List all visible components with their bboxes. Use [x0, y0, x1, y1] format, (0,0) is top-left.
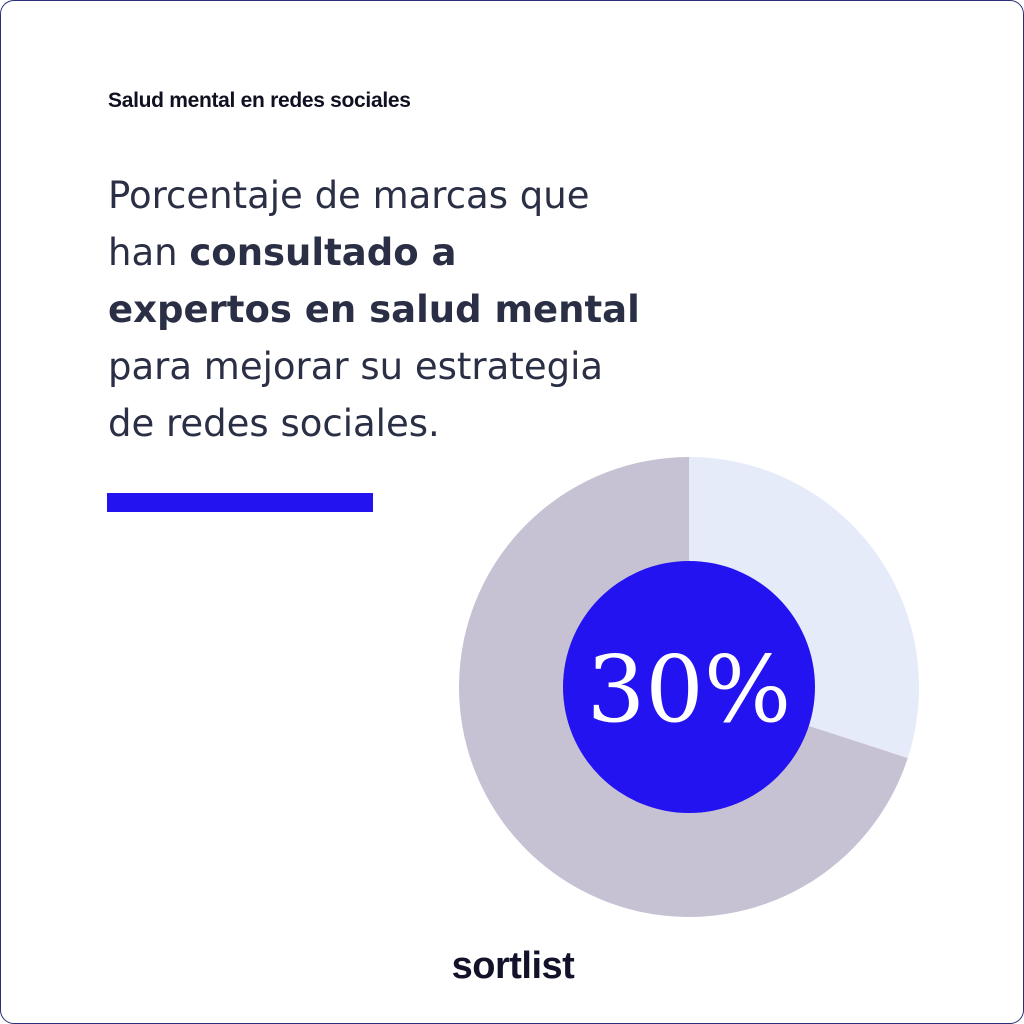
center-value-label: 30% [587, 636, 791, 743]
sortlist-logo: sortlist [451, 945, 575, 987]
headline-line-4: para mejorar su estrategia [108, 345, 604, 388]
headline: Porcentaje de marcas que han consultado … [108, 167, 668, 452]
center-circle [563, 561, 815, 813]
headline-line-3: expertos en salud mental [108, 288, 640, 331]
headline-line-1: Porcentaje de marcas que [108, 174, 590, 217]
headline-line-2: han consultado a [108, 224, 668, 281]
headline-line-2-strong: consultado a [189, 231, 457, 274]
accent-bar [107, 493, 373, 512]
headline-line-2-light: han [108, 231, 190, 274]
pie-chart: 30% [459, 457, 919, 917]
headline-line-5: de redes sociales. [108, 402, 440, 445]
kicker-title: Salud mental en redes sociales [108, 89, 411, 112]
